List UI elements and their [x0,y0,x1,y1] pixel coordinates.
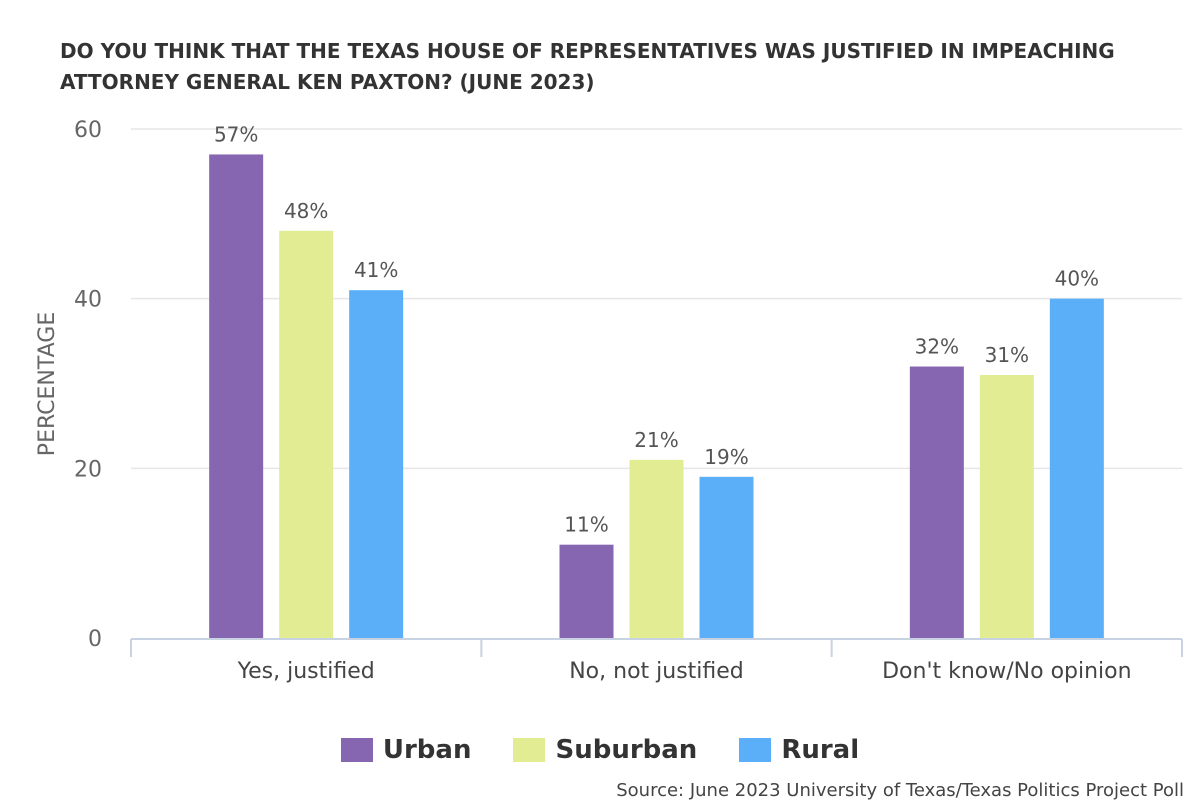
data-label-suburban-0: 48% [284,199,328,223]
legend-item-urban[interactable]: Urban [340,735,472,765]
legend-swatch-suburban [513,738,546,762]
x-tick-label-0: Yes, justified [237,659,375,684]
y-tick-label-0: 0 [88,627,102,652]
y-tick-label-40: 40 [74,288,102,313]
bar-suburban-2 [979,375,1034,638]
data-label-urban-0: 57% [214,122,258,146]
y-tick-label-60: 60 [74,118,102,143]
chart-legend: Urban Suburban Rural [0,735,1200,765]
data-label-urban-2: 32% [915,335,959,359]
data-label-rural-1: 19% [704,445,748,469]
x-tick-label-2: Don't know/No opinion [882,659,1131,684]
legend-label-suburban: Suburban [555,735,698,765]
legend-swatch-rural [739,738,772,762]
data-label-rural-2: 40% [1055,267,1099,291]
legend-item-suburban[interactable]: Suburban [513,735,697,765]
data-label-urban-1: 11% [564,513,608,537]
bar-urban-0 [209,154,264,638]
bar-urban-2 [909,366,964,638]
legend-swatch-urban [340,738,373,762]
bar-suburban-1 [629,459,684,638]
data-label-suburban-2: 31% [985,343,1029,367]
y-tick-label-20: 20 [74,457,102,482]
bar-urban-1 [559,544,614,638]
bar-rural-2 [1049,298,1104,638]
chart-source: Source: June 2023 University of Texas/Te… [616,780,1184,801]
chart-title: DO YOU THINK THAT THE TEXAS HOUSE OF REP… [60,39,1115,94]
legend-item-rural[interactable]: Rural [739,735,859,765]
legend-label-rural: Rural [781,735,860,765]
data-label-suburban-1: 21% [634,428,678,452]
legend-label-urban: Urban [382,735,472,765]
x-tick-label-1: No, not justified [569,659,744,684]
bar-suburban-0 [279,230,334,639]
data-label-rural-0: 41% [354,258,398,282]
bar-rural-1 [699,476,754,638]
y-axis-title: PERCENTAGE [35,312,60,456]
bar-rural-0 [349,290,404,638]
